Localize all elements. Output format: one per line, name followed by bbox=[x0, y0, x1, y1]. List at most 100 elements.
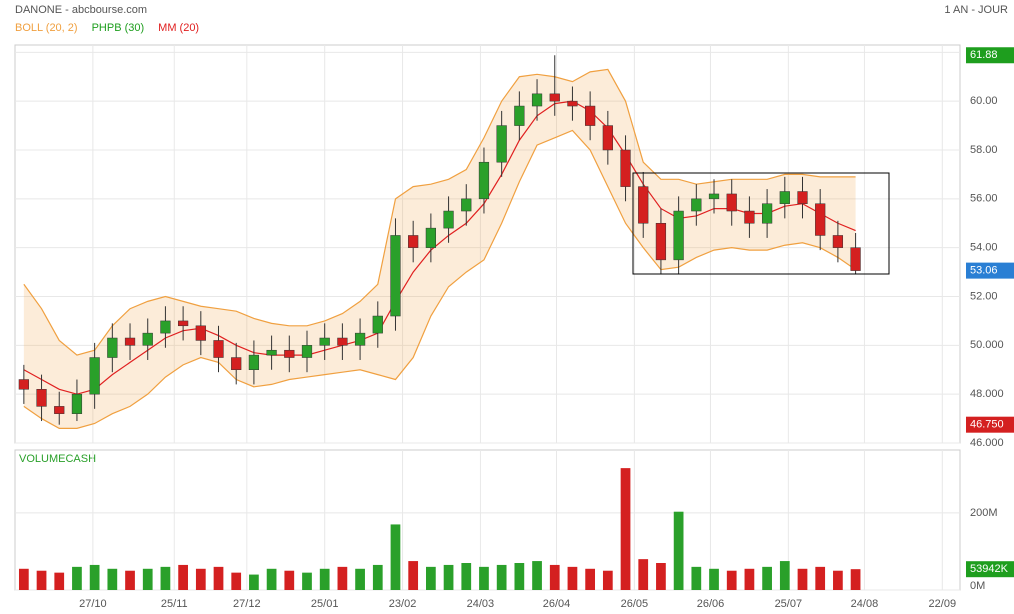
price-badge-label: 61.88 bbox=[970, 49, 998, 61]
price-badge-label: 53.06 bbox=[970, 265, 998, 277]
price-badge bbox=[966, 416, 1014, 433]
volume-bar bbox=[709, 568, 719, 590]
y-tick-label: 46.000 bbox=[970, 437, 1004, 449]
candle-body bbox=[107, 337, 118, 358]
candle-body bbox=[691, 198, 702, 212]
x-tick-label: 27/10 bbox=[79, 598, 107, 610]
candle-body bbox=[638, 186, 649, 224]
x-tick-label: 25/01 bbox=[311, 598, 339, 610]
candle-body bbox=[726, 193, 737, 212]
volume-bar bbox=[532, 561, 542, 590]
candle-body bbox=[319, 337, 330, 346]
plot bbox=[18, 55, 861, 590]
volume-bar bbox=[125, 570, 135, 590]
x-tick-label: 26/05 bbox=[621, 598, 649, 610]
legend-entry: MM (20) bbox=[158, 22, 199, 34]
volume-bar bbox=[18, 568, 29, 590]
candle-body bbox=[549, 93, 560, 102]
volume-bar bbox=[797, 568, 808, 590]
volume-bar bbox=[89, 564, 100, 590]
legend-entry: BOLL (20, 2) bbox=[15, 22, 78, 34]
volume-panel bbox=[14, 449, 961, 591]
volume-bar bbox=[36, 570, 47, 590]
candle-body bbox=[443, 210, 454, 229]
candle-body bbox=[178, 320, 189, 327]
y-tick-label: 58.00 bbox=[970, 144, 998, 156]
volume-bar bbox=[779, 561, 790, 590]
y-tick-label: 56.00 bbox=[970, 193, 998, 205]
volume-bar bbox=[142, 568, 153, 590]
legend-entry: PHPB (30) bbox=[92, 22, 145, 34]
volume-bar bbox=[54, 572, 65, 590]
chart-subtitle: 1 AN - JOUR bbox=[944, 4, 1008, 16]
candle-body bbox=[372, 315, 383, 334]
y-tick-label: 48.000 bbox=[970, 388, 1004, 400]
volume-bar bbox=[231, 572, 242, 590]
volume-bar bbox=[638, 559, 649, 590]
volume-bar bbox=[160, 566, 171, 590]
volume-bar bbox=[178, 564, 188, 590]
bollinger-upper bbox=[23, 68, 856, 356]
candle-body bbox=[195, 325, 206, 341]
candle-body bbox=[266, 349, 277, 356]
candle-body bbox=[160, 320, 171, 334]
volume-bar bbox=[549, 564, 560, 590]
bollinger-band bbox=[23, 69, 856, 429]
candle-body bbox=[71, 393, 83, 414]
grid bbox=[15, 45, 960, 591]
volume-bar bbox=[585, 568, 596, 590]
x-tick-label: 24/03 bbox=[467, 598, 495, 610]
candle-body bbox=[815, 203, 826, 236]
candle-body bbox=[36, 389, 47, 407]
volume-bar bbox=[266, 568, 277, 590]
volume-bar bbox=[443, 564, 454, 590]
candle-body bbox=[585, 105, 596, 126]
volume-bar bbox=[461, 563, 472, 590]
volume-bar bbox=[833, 570, 843, 590]
price-badge bbox=[966, 47, 1014, 64]
highlight-box bbox=[632, 172, 890, 275]
volume-bar bbox=[213, 566, 224, 590]
candle-body bbox=[337, 337, 348, 346]
candle-body bbox=[832, 235, 844, 248]
volume-bar bbox=[762, 566, 772, 590]
volume-bar bbox=[408, 561, 419, 590]
candle-body bbox=[213, 340, 224, 358]
y-tick-label: 60.00 bbox=[970, 95, 998, 107]
candle-body bbox=[301, 345, 313, 358]
price-panel bbox=[14, 44, 961, 444]
candle-body bbox=[850, 247, 861, 271]
candle-body bbox=[461, 198, 472, 212]
candle-body bbox=[284, 349, 295, 358]
x-tick-label: 25/07 bbox=[775, 598, 803, 610]
price-badge-label: 53942K bbox=[970, 563, 1009, 575]
candle-body bbox=[248, 354, 260, 370]
volume-bar bbox=[107, 568, 118, 590]
candle-body bbox=[54, 406, 65, 414]
bollinger-lower bbox=[23, 129, 856, 429]
price-badge-label: 46.750 bbox=[970, 419, 1004, 431]
x-tick-label: 27/12 bbox=[233, 598, 261, 610]
volume-bar bbox=[284, 570, 295, 590]
volume-bar bbox=[673, 511, 684, 590]
volume-bar bbox=[656, 563, 666, 590]
volume-bar bbox=[726, 570, 737, 590]
candle-body bbox=[478, 161, 490, 200]
volume-bar bbox=[691, 566, 702, 590]
volume-bar bbox=[514, 563, 525, 590]
x-tick-label: 26/06 bbox=[697, 598, 725, 610]
y-tick-label: 54.00 bbox=[970, 242, 998, 254]
volume-bar bbox=[72, 566, 82, 590]
moving-average bbox=[23, 100, 856, 395]
candle-body bbox=[797, 191, 808, 204]
candle-body bbox=[231, 357, 242, 370]
chart-title: DANONE - abcbourse.com bbox=[15, 4, 147, 16]
x-tick-label: 25/11 bbox=[161, 598, 188, 610]
candle-body bbox=[779, 191, 790, 204]
volume-bar bbox=[744, 568, 755, 590]
volume-bar bbox=[620, 468, 631, 590]
candle-body bbox=[124, 337, 136, 346]
volume-bar bbox=[426, 566, 436, 590]
candle-body bbox=[408, 235, 419, 248]
